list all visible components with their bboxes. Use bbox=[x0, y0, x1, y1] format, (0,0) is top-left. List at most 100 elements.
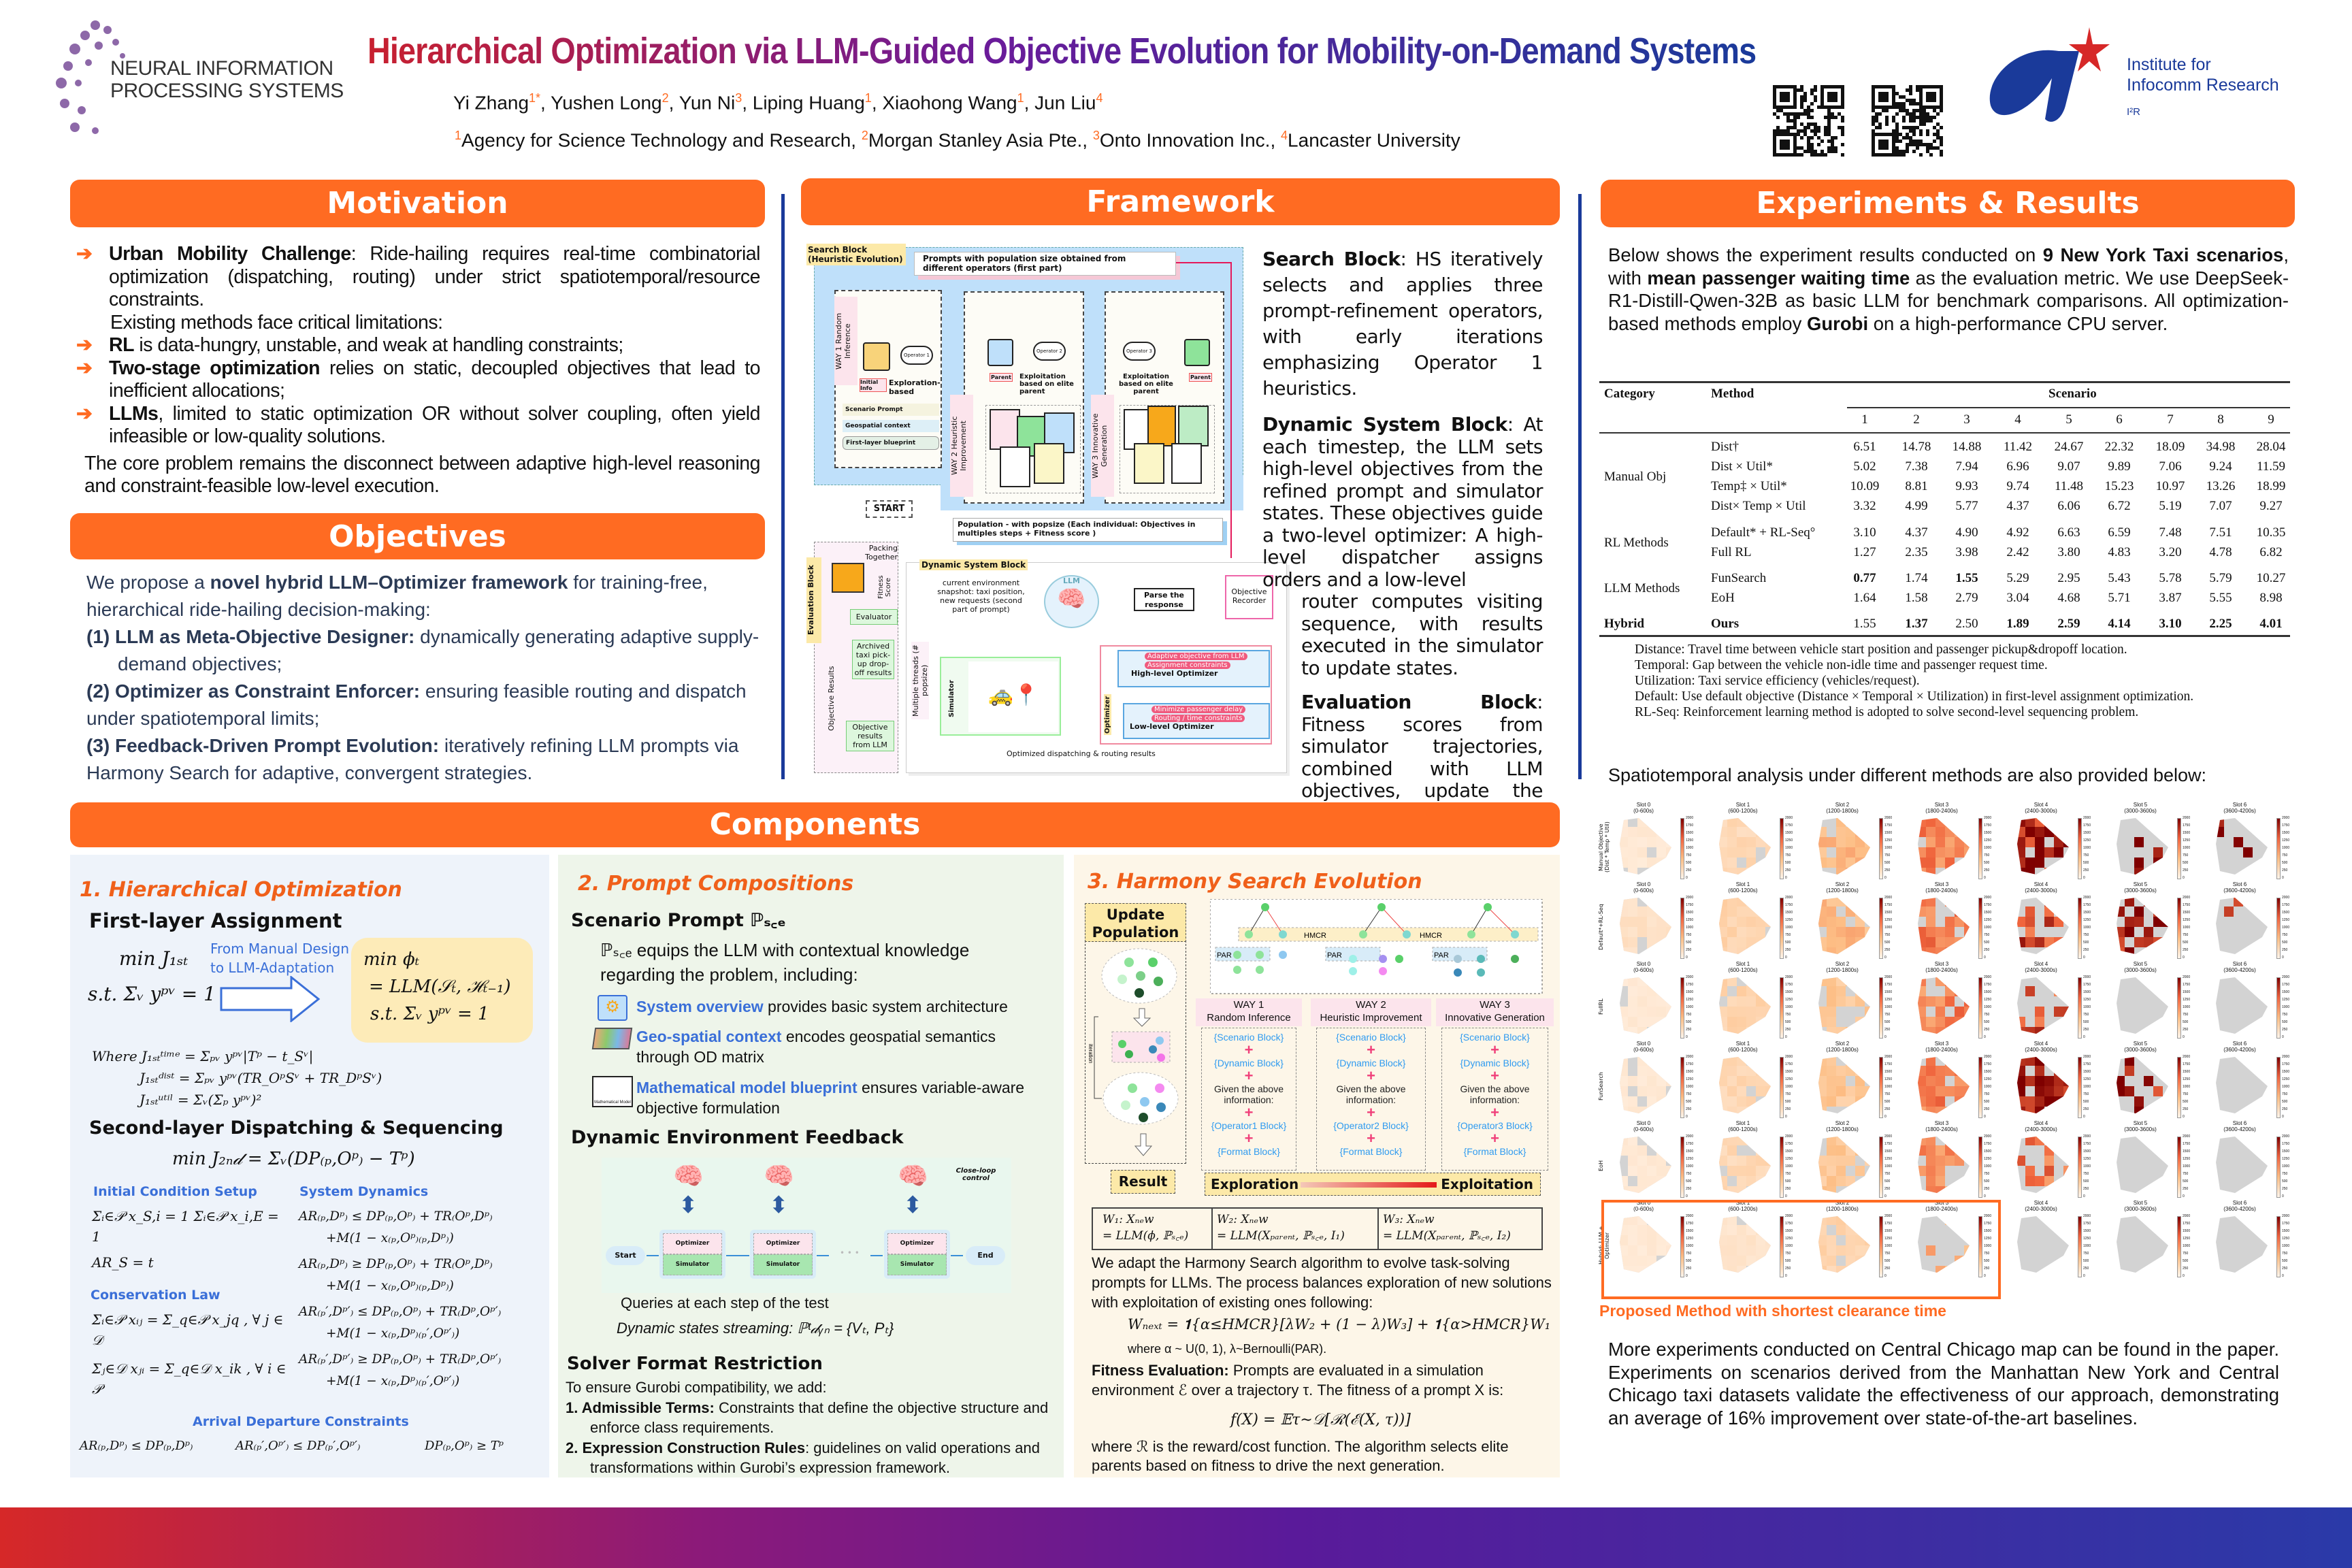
heat-region bbox=[1918, 858, 1926, 868]
heat-region bbox=[1926, 947, 1936, 954]
heat-region bbox=[2117, 906, 2125, 917]
heat-region bbox=[1827, 898, 1836, 906]
colorbar-tick: 750 bbox=[1884, 1172, 1891, 1176]
heat-region bbox=[2125, 1086, 2134, 1096]
panel-title: 1. Hierarchical Optimization bbox=[80, 878, 402, 902]
heat-region bbox=[1865, 1176, 1870, 1186]
colorbar-tick: 1000 bbox=[1785, 1005, 1793, 1009]
heat-region bbox=[1727, 917, 1737, 927]
snapshot-text: current environment snapshot: taxi posit… bbox=[937, 578, 1025, 614]
heatmap-cell bbox=[1918, 1057, 1970, 1113]
eq-line: Σᵢ∈𝒫 x_S,i = 1 Σᵢ∈𝒫 x_i,E = 1 bbox=[92, 1208, 279, 1245]
solver-item: 1. Admissible Terms: Constraints that de… bbox=[566, 1398, 1056, 1437]
heat-region bbox=[1855, 996, 1865, 1007]
heat-region bbox=[1918, 927, 1926, 937]
prompt-block: {Format Block} bbox=[1339, 1146, 1403, 1157]
conclusion-text: More experiments conducted on Central Ch… bbox=[1608, 1339, 2279, 1428]
heat-region bbox=[1656, 1145, 1666, 1156]
slot-title: Slot 5 bbox=[2133, 1120, 2148, 1126]
heat-region bbox=[1936, 1027, 1945, 1034]
heat-region bbox=[1827, 927, 1836, 937]
colorbar-tick: 1750 bbox=[2282, 823, 2290, 828]
slot-range: (2400-3000s) bbox=[2025, 808, 2057, 814]
heat-region bbox=[2063, 1145, 2069, 1156]
colorbar-tick: 1000 bbox=[1984, 926, 1992, 930]
slot-title: Slot 3 bbox=[1934, 1120, 1949, 1126]
heat-region bbox=[2063, 1096, 2069, 1107]
heat-region bbox=[1765, 1017, 1771, 1027]
slot-title: Slot 0 bbox=[1636, 881, 1651, 887]
heat-region bbox=[2035, 1107, 2044, 1113]
colorbar-tick: 1250 bbox=[1884, 918, 1893, 922]
heat-region bbox=[2054, 1076, 2063, 1086]
plus-icon: + bbox=[1367, 1104, 1375, 1121]
colorbar-tick: 500 bbox=[2083, 861, 2089, 865]
table-cell: 10.97 bbox=[2155, 479, 2185, 493]
heat-region bbox=[2134, 937, 2144, 947]
heat-region bbox=[2153, 1086, 2163, 1096]
heat-region bbox=[1647, 947, 1656, 954]
heat-region bbox=[1746, 1176, 1756, 1186]
table-cell: 7.07 bbox=[2209, 499, 2232, 513]
heat-region bbox=[1746, 1017, 1756, 1027]
plus-icon: + bbox=[1490, 1041, 1499, 1058]
heat-region bbox=[1620, 1245, 1628, 1256]
heatmap-cell bbox=[1719, 1137, 1771, 1193]
heat-region bbox=[1756, 1186, 1765, 1193]
heatmap-cell bbox=[1918, 977, 1970, 1034]
heat-region bbox=[1836, 1166, 1846, 1176]
colorbar-tick: 750 bbox=[1984, 1092, 1990, 1096]
heat-region bbox=[1737, 847, 1746, 858]
heat-region bbox=[2025, 917, 2035, 927]
colorbar-tick: 250 bbox=[2083, 948, 2089, 952]
heat-region bbox=[1836, 827, 1846, 837]
heat-region bbox=[2163, 917, 2168, 927]
heat-region bbox=[1926, 1086, 1936, 1096]
colorbar-tick: 250 bbox=[1984, 1107, 1990, 1111]
slot-range: (0-600s) bbox=[1633, 1047, 1654, 1053]
low-level-optimizer: Minimize passenger delay Routing / time … bbox=[1123, 703, 1270, 739]
heat-region bbox=[1855, 1186, 1865, 1193]
table-footnotes: Distance: Travel time between vehicle st… bbox=[1635, 642, 2302, 720]
heat-region bbox=[1727, 837, 1737, 847]
heat-region bbox=[1945, 827, 1955, 837]
heat-region bbox=[2063, 947, 2069, 954]
heat-region bbox=[1756, 1086, 1765, 1096]
colorbar-tick: 1000 bbox=[2183, 1085, 2191, 1089]
colorbar-tick: 2000 bbox=[2183, 1055, 2191, 1059]
heat-region bbox=[1647, 977, 1656, 986]
scenario-number: 8 bbox=[2217, 412, 2224, 427]
affil-number: 4 bbox=[1281, 129, 1288, 142]
table-cell: 7.38 bbox=[1905, 459, 1928, 474]
heat-region bbox=[1727, 1266, 1737, 1273]
heat-region bbox=[1647, 1245, 1656, 1256]
colorbar bbox=[1978, 1057, 1982, 1118]
table-cell: 11.59 bbox=[2256, 459, 2286, 474]
heat-region bbox=[1945, 1017, 1955, 1027]
eq-line: J₁ₛₜᵘᵗⁱˡ = Σᵥ(Σₚ yᵖᵛ)² bbox=[140, 1092, 262, 1108]
heat-region bbox=[1836, 937, 1846, 947]
colorbar-tick: 1500 bbox=[2183, 1149, 2191, 1154]
colorbar-tick: 500 bbox=[1984, 1179, 1990, 1183]
slot-title: Slot 5 bbox=[2133, 961, 2148, 967]
heat-region bbox=[1628, 858, 1637, 868]
heat-region bbox=[1719, 1027, 1727, 1034]
heat-region bbox=[1846, 1027, 1855, 1034]
system-dynamics-eqs: AR₍ₚ,Dᵖ₎ ≤ DP₍ₚ,Oᵖ₎ + TR₍Oᵖ,Dᵖ₎ +M(1 − x₍… bbox=[299, 1206, 548, 1396]
colorbar-tick: 1000 bbox=[1884, 1244, 1893, 1248]
heat-region bbox=[1637, 1066, 1647, 1076]
colorbar-tick: 1750 bbox=[1686, 903, 1694, 907]
colorbar-tick: 2000 bbox=[2183, 1134, 2191, 1139]
colorbar-tick: 1500 bbox=[2282, 831, 2290, 835]
heat-region bbox=[1727, 937, 1737, 947]
heat-region bbox=[1818, 1245, 1827, 1256]
heat-region bbox=[1918, 1076, 1926, 1086]
heat-region bbox=[1637, 837, 1647, 847]
heat-region bbox=[1918, 947, 1926, 954]
heat-region bbox=[1818, 1007, 1827, 1017]
colorbar-tick: 2000 bbox=[1984, 896, 1992, 900]
qr-code-icon bbox=[1872, 85, 1943, 157]
gear-monitor-icon: ⚙ bbox=[598, 995, 627, 1021]
flow-arrow bbox=[647, 1255, 659, 1256]
heat-region bbox=[1756, 1176, 1765, 1186]
